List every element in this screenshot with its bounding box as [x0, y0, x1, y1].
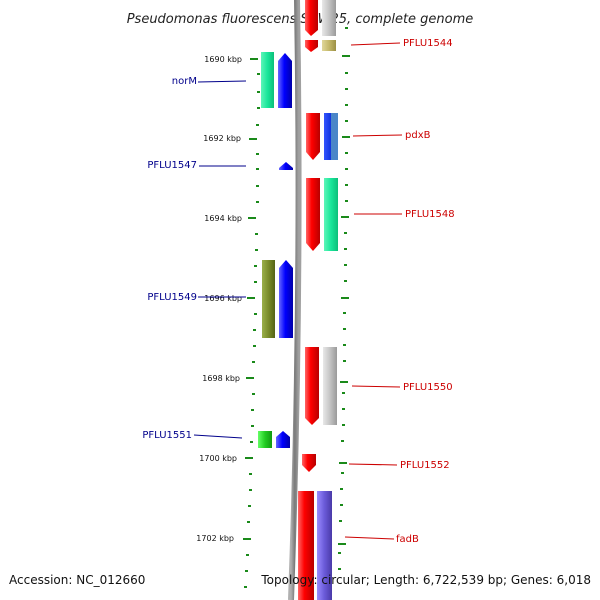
gene-normM-cds[interactable]: [261, 52, 274, 108]
kbp-label-1700: 1700 kbp: [199, 454, 237, 463]
label-pflu1547[interactable]: PFLU1547: [147, 160, 197, 171]
label-pflu1551[interactable]: PFLU1551: [142, 430, 192, 441]
gene-pflu1550-grey[interactable]: [323, 347, 337, 425]
kbp-label-1694: 1694 kbp: [204, 214, 242, 223]
forward-features: [258, 52, 293, 448]
label-pflu1544[interactable]: PFLU1544: [403, 38, 453, 49]
genome-backbone: [288, 0, 302, 600]
gene-pflu1544-red[interactable]: [305, 40, 318, 52]
label-fadB[interactable]: fadB: [396, 534, 419, 545]
gene-pflu1547-arrow[interactable]: [279, 162, 293, 170]
label-pflu1548[interactable]: PFLU1548: [405, 209, 455, 220]
kbp-label-1696: 1696 kbp: [204, 294, 242, 303]
gene-pflu1551-cds[interactable]: [258, 431, 272, 448]
gene-pflu1550-red[interactable]: [305, 347, 319, 425]
gene-pflu1551-arrow[interactable]: [276, 431, 290, 448]
label-normM[interactable]: norM: [172, 76, 197, 87]
gene-pflu1552-red[interactable]: [302, 454, 316, 472]
kbp-label-1692: 1692 kbp: [203, 134, 241, 143]
label-pflu1552[interactable]: PFLU1552: [400, 460, 450, 471]
gene-fadB-red[interactable]: [298, 491, 314, 600]
gene-pdxB-blue[interactable]: [324, 113, 338, 160]
gene-pdxB-red[interactable]: [306, 113, 320, 160]
kbp-label-1698: 1698 kbp: [202, 374, 240, 383]
leader-lines: [193, 42, 403, 540]
gene-fadB-purple[interactable]: [317, 491, 332, 600]
accession-text: Accession: NC_012660: [9, 573, 146, 587]
gene-top-grey[interactable]: [322, 0, 336, 36]
gene-pflu1544-khaki[interactable]: [322, 40, 336, 51]
gene-pflu1549-cds[interactable]: [262, 260, 275, 338]
label-pflu1549[interactable]: PFLU1549: [147, 292, 197, 303]
gene-normM-arrow[interactable]: [278, 53, 292, 108]
kbp-label-1702: 1702 kbp: [196, 534, 234, 543]
label-pdxB[interactable]: pdxB: [405, 130, 431, 141]
topology-text: Topology: circular; Length: 6,722,539 bp…: [261, 573, 591, 587]
label-pflu1550[interactable]: PFLU1550: [403, 382, 453, 393]
right-tick-ruler: [338, 27, 350, 570]
gene-pflu1548-red[interactable]: [306, 178, 320, 251]
left-tick-ruler: [243, 58, 260, 588]
reverse-features: [298, 0, 338, 600]
kbp-label-1690: 1690 kbp: [204, 55, 242, 64]
gene-pflu1548-cyan[interactable]: [324, 178, 338, 251]
gene-top-red[interactable]: [305, 0, 318, 36]
gene-pflu1549-arrow[interactable]: [279, 260, 293, 338]
